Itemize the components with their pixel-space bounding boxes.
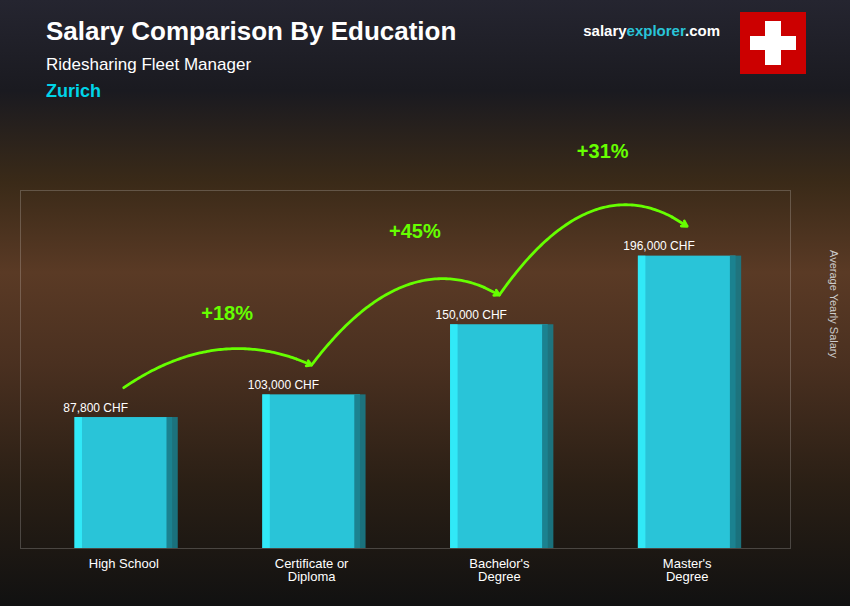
html-text:salary explorer.com: salary explorer.com bbox=[583, 22, 720, 39]
svg-text:Master'sDegree: Master'sDegree bbox=[663, 556, 712, 584]
html-text:Salary Comparison By Education: Salary Comparison By Education bbox=[46, 16, 457, 46]
svg-text:+45%: +45% bbox=[389, 220, 441, 242]
svg-text:150,000 CHF: 150,000 CHF bbox=[436, 308, 507, 322]
html-text:Ridesharing Fleet Manager: Ridesharing Fleet Manager bbox=[46, 55, 252, 74]
svg-text:87,800 CHF: 87,800 CHF bbox=[63, 401, 128, 415]
svg-text:+31%: +31% bbox=[577, 140, 629, 162]
html-text:Zurich: Zurich bbox=[46, 81, 101, 101]
svg-text:High School: High School bbox=[89, 556, 159, 571]
svg-text:196,000 CHF: 196,000 CHF bbox=[623, 239, 694, 253]
svg-text:Certificate orDiploma: Certificate orDiploma bbox=[275, 556, 349, 584]
svg-text:+18%: +18% bbox=[201, 302, 253, 324]
svg-text:Bachelor'sDegree: Bachelor'sDegree bbox=[469, 556, 530, 584]
html-text:Average Yearly Salary: Average Yearly Salary bbox=[828, 250, 840, 358]
svg-text:103,000 CHF: 103,000 CHF bbox=[248, 378, 319, 392]
